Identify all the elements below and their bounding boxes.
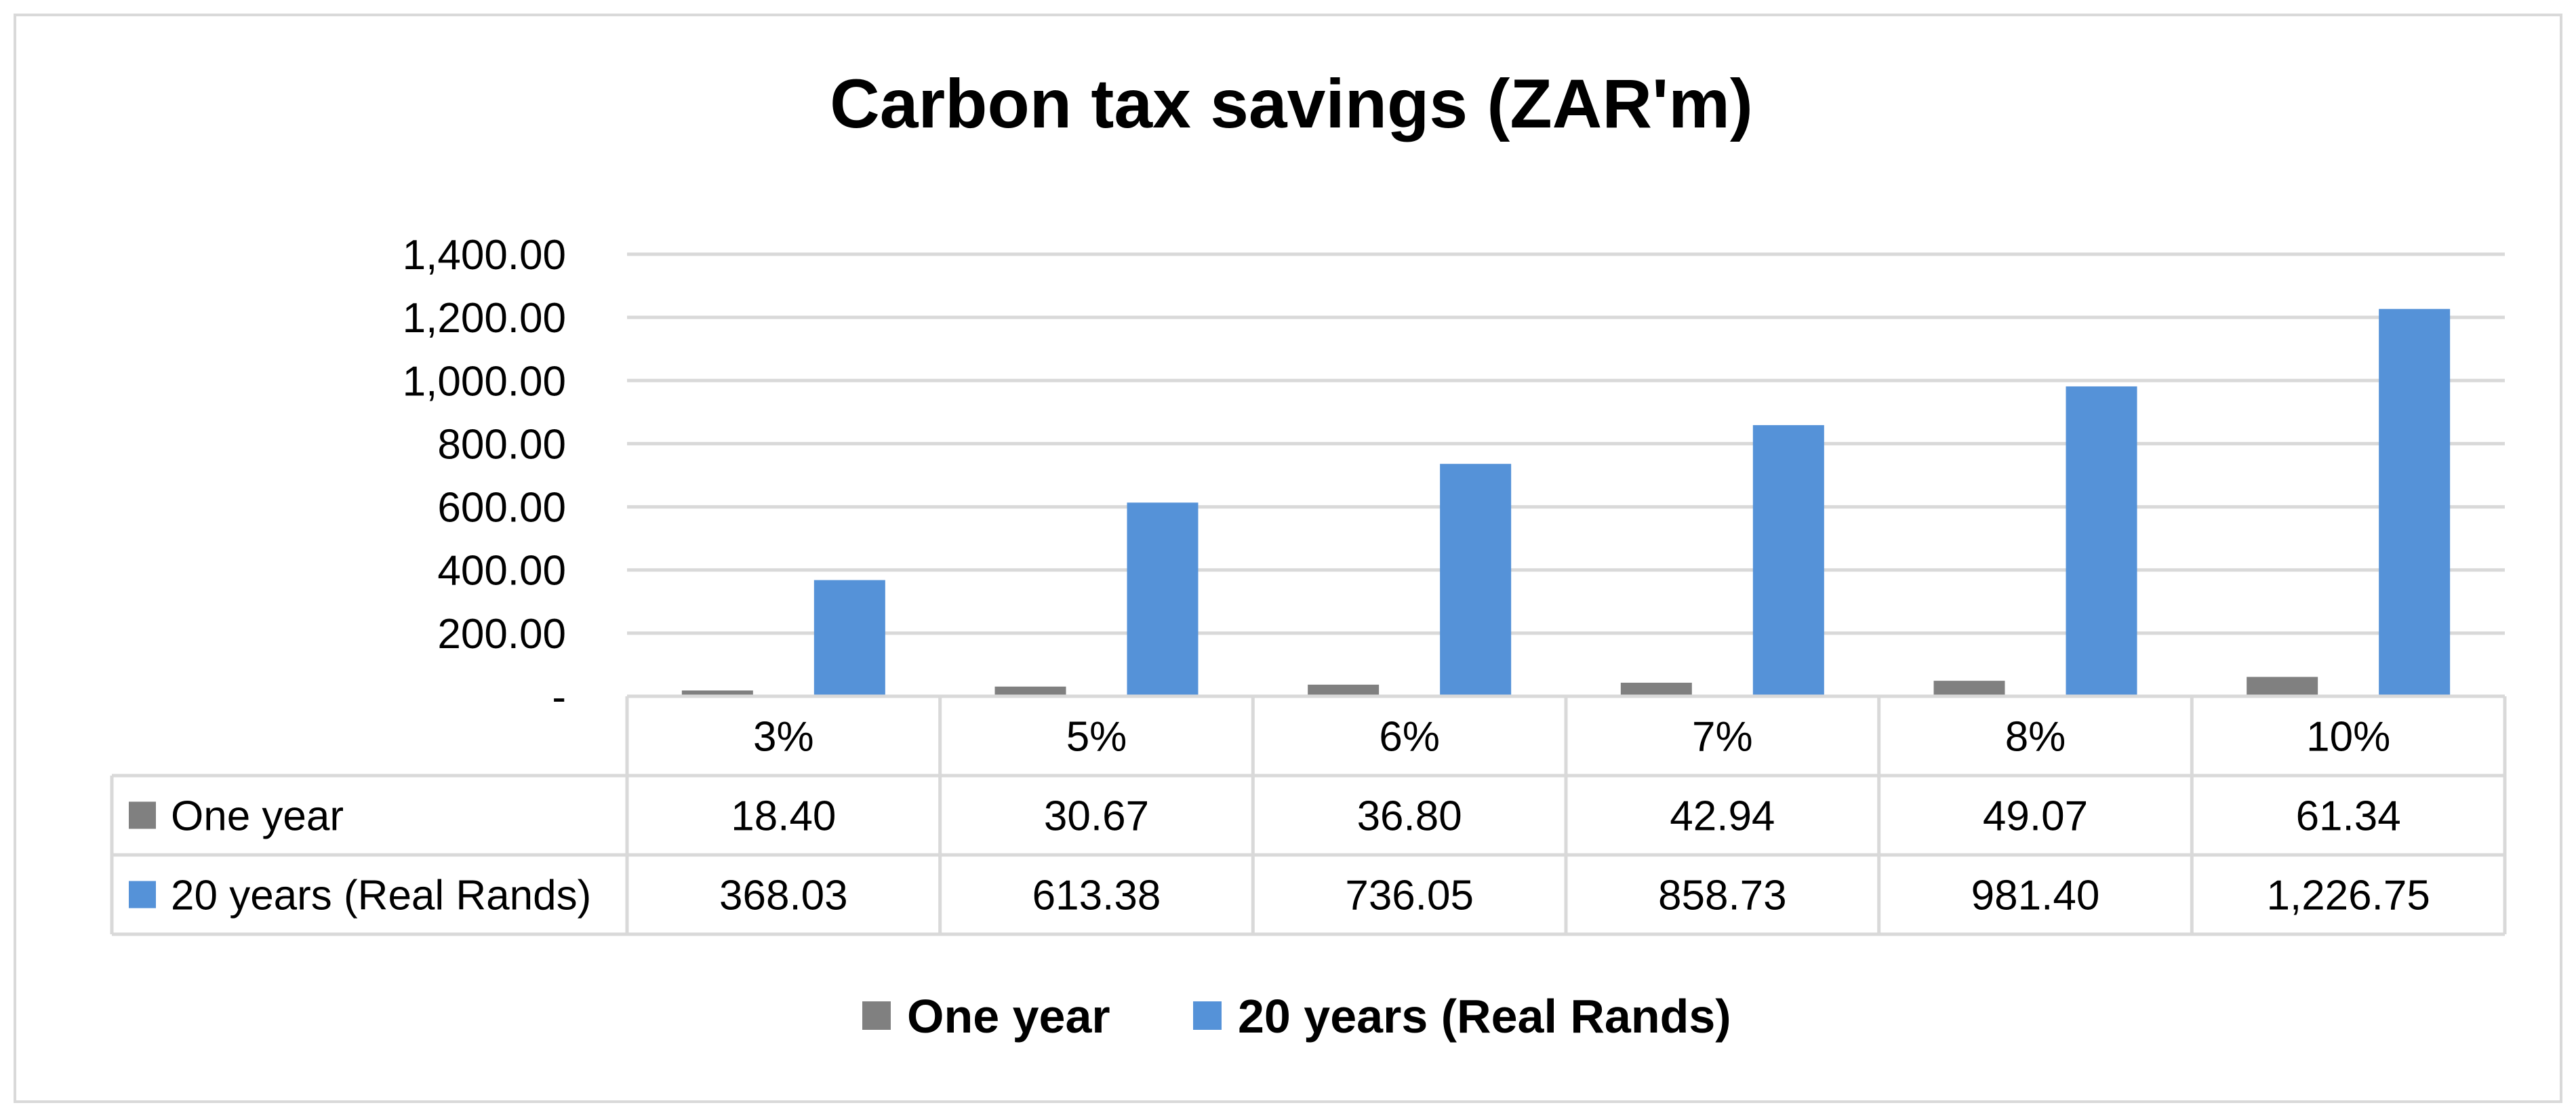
y-tick-label: 400.00: [437, 548, 566, 595]
bar-twenty-years-10pct: [2379, 308, 2451, 696]
category-label: 8%: [2005, 714, 2066, 761]
bar-one-year-8pct: [1933, 681, 2005, 696]
chart-border: [14, 14, 2562, 1103]
bar-one-year-5pct: [994, 686, 1066, 696]
data-label: 613.38: [1032, 873, 1161, 919]
y-tick-label: -: [552, 674, 566, 721]
y-tick-label: 800.00: [437, 421, 566, 468]
table-series-name: One year: [171, 793, 344, 840]
table-series-name: 20 years (Real Rands): [171, 873, 591, 919]
bar-one-year-7pct: [1620, 683, 1692, 696]
y-tick-label: 600.00: [437, 485, 566, 532]
legend-label: One year: [907, 990, 1110, 1043]
data-label: 61.34: [2296, 793, 2401, 840]
data-label: 368.03: [719, 873, 848, 919]
data-label: 36.80: [1357, 793, 1462, 840]
category-label: 5%: [1066, 714, 1127, 761]
y-tick-label: 1,200.00: [403, 295, 566, 342]
y-tick-label: 1,000.00: [403, 358, 566, 405]
legend: One year 20 years (Real Rands): [862, 990, 1731, 1043]
data-label: 1,226.75: [2266, 873, 2430, 919]
y-tick-label: 1,400.00: [403, 232, 566, 279]
data-label: 49.07: [1983, 793, 2088, 840]
table-legend-swatch: [129, 881, 156, 908]
y-tick-label: 200.00: [437, 611, 566, 658]
data-label: 981.40: [1971, 873, 2100, 919]
legend-swatch: [862, 1001, 891, 1030]
bar-twenty-years-8pct: [2066, 386, 2137, 696]
bar-one-year-3pct: [681, 690, 753, 696]
legend-label: 20 years (Real Rands): [1238, 990, 1731, 1043]
bar-twenty-years-7pct: [1752, 425, 1824, 696]
data-label: 30.67: [1044, 793, 1149, 840]
gridlines: [627, 252, 2505, 635]
table-legend-swatch: [129, 801, 156, 829]
chart-title: Carbon tax savings (ZAR'm): [830, 65, 1753, 142]
category-label: 6%: [1379, 714, 1440, 761]
bars: [681, 308, 2451, 696]
category-label: 7%: [1692, 714, 1753, 761]
bar-twenty-years-6pct: [1440, 464, 1512, 696]
data-label: 736.05: [1345, 873, 1474, 919]
data-label: 858.73: [1658, 873, 1787, 919]
data-table: 3% 5% 6% 7% 8% 10% One year 18.40 30.67 36.80 42.9…: [110, 694, 2507, 936]
bar-twenty-years-5pct: [1127, 502, 1199, 696]
legend-swatch: [1193, 1001, 1222, 1030]
category-label: 10%: [2306, 714, 2390, 761]
bar-one-year-6pct: [1308, 684, 1380, 696]
data-label: 18.40: [731, 793, 836, 840]
y-axis-tick-labels: - 200.00 400.00 600.00 800.00 1,000.00 1,200.0…: [403, 232, 566, 721]
bar-one-year-10pct: [2247, 677, 2318, 696]
data-label: 42.94: [1670, 793, 1775, 840]
bar-twenty-years-3pct: [813, 580, 885, 696]
category-label: 3%: [753, 714, 814, 761]
